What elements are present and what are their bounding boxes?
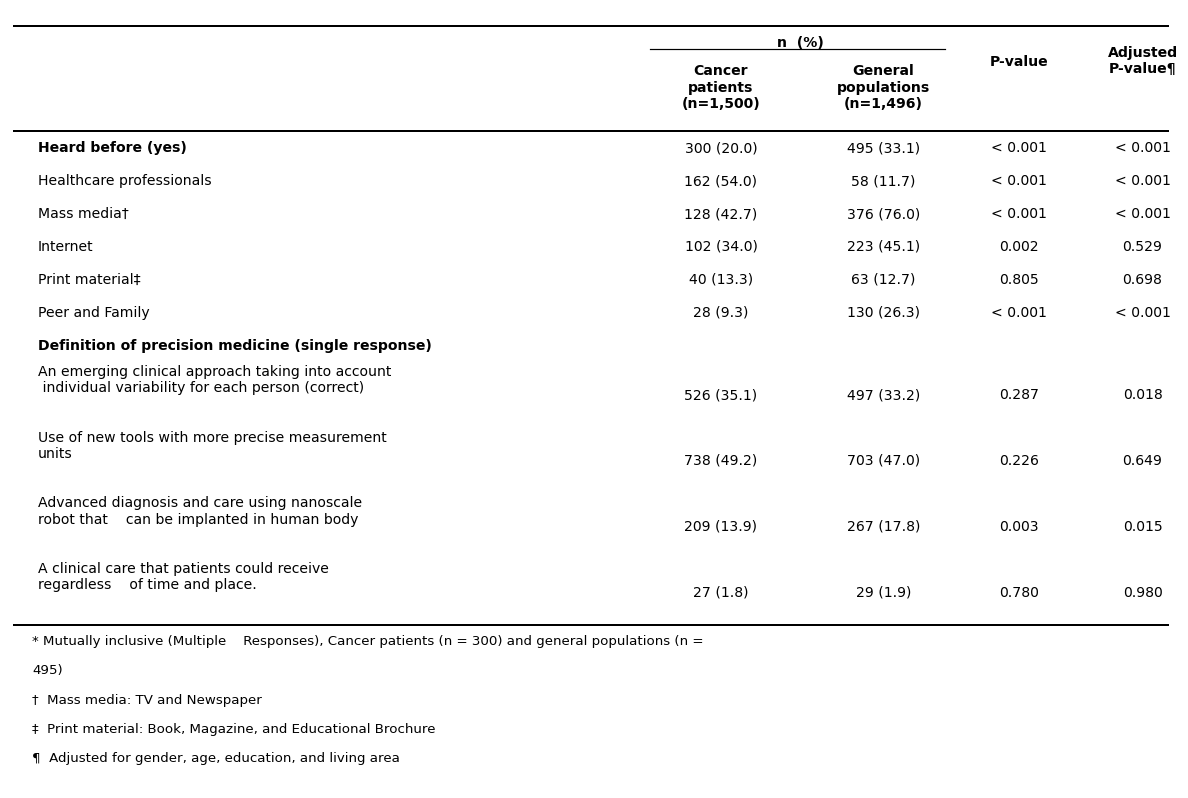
Text: 376 (76.0): 376 (76.0) <box>847 207 920 221</box>
Text: 40 (13.3): 40 (13.3) <box>689 273 753 286</box>
Text: * Mutually inclusive (Multiple    Responses), Cancer patients (n = 300) and gene: * Mutually inclusive (Multiple Responses… <box>32 634 703 647</box>
Text: 0.780: 0.780 <box>999 585 1038 599</box>
Text: Heard before (yes): Heard before (yes) <box>38 141 187 155</box>
Text: < 0.001: < 0.001 <box>1114 141 1170 155</box>
Text: < 0.001: < 0.001 <box>1114 207 1170 221</box>
Text: Healthcare professionals: Healthcare professionals <box>38 174 211 188</box>
Text: < 0.001: < 0.001 <box>991 141 1047 155</box>
Text: Mass media†: Mass media† <box>38 207 128 221</box>
Text: 495 (33.1): 495 (33.1) <box>847 141 920 155</box>
Text: 0.287: 0.287 <box>998 388 1038 401</box>
Text: Cancer
patients
(n=1,500): Cancer patients (n=1,500) <box>682 65 760 111</box>
Text: 0.698: 0.698 <box>1123 273 1162 286</box>
Text: < 0.001: < 0.001 <box>991 174 1047 188</box>
Text: 0.002: 0.002 <box>999 239 1038 254</box>
Text: Internet: Internet <box>38 239 94 254</box>
Text: 58 (11.7): 58 (11.7) <box>851 174 915 188</box>
Text: 209 (13.9): 209 (13.9) <box>684 519 757 533</box>
Text: 0.015: 0.015 <box>1123 519 1162 533</box>
Text: n  (%): n (%) <box>777 36 823 49</box>
Text: Print material‡: Print material‡ <box>38 273 140 286</box>
Text: Peer and Family: Peer and Family <box>38 306 150 319</box>
Text: Advanced diagnosis and care using nanoscale
robot that    can be implanted in hu: Advanced diagnosis and care using nanosc… <box>38 496 362 526</box>
Text: 162 (54.0): 162 (54.0) <box>684 174 757 188</box>
Text: < 0.001: < 0.001 <box>1114 306 1170 319</box>
Text: 0.018: 0.018 <box>1123 388 1162 401</box>
Text: 300 (20.0): 300 (20.0) <box>684 141 757 155</box>
Text: 27 (1.8): 27 (1.8) <box>693 585 748 599</box>
Text: 526 (35.1): 526 (35.1) <box>684 388 757 401</box>
Text: An emerging clinical approach taking into account
 individual variability for ea: An emerging clinical approach taking int… <box>38 365 391 395</box>
Text: 28 (9.3): 28 (9.3) <box>693 306 748 319</box>
Text: 0.649: 0.649 <box>1123 453 1162 468</box>
Text: 703 (47.0): 703 (47.0) <box>847 453 920 468</box>
Text: General
populations
(n=1,496): General populations (n=1,496) <box>836 65 930 111</box>
Text: 223 (45.1): 223 (45.1) <box>847 239 920 254</box>
Text: 0.003: 0.003 <box>999 519 1038 533</box>
Text: < 0.001: < 0.001 <box>1114 174 1170 188</box>
Text: P-value: P-value <box>990 55 1048 69</box>
Text: 738 (49.2): 738 (49.2) <box>684 453 757 468</box>
Text: ‡  Print material: Book, Magazine, and Educational Brochure: ‡ Print material: Book, Magazine, and Ed… <box>32 722 436 736</box>
Text: < 0.001: < 0.001 <box>991 306 1047 319</box>
Text: Adjusted
P-value¶: Adjusted P-value¶ <box>1107 45 1177 76</box>
Text: < 0.001: < 0.001 <box>991 207 1047 221</box>
Text: 497 (33.2): 497 (33.2) <box>847 388 920 401</box>
Text: 128 (42.7): 128 (42.7) <box>684 207 757 221</box>
Text: 267 (17.8): 267 (17.8) <box>847 519 920 533</box>
Text: 495): 495) <box>32 664 63 677</box>
Text: Use of new tools with more precise measurement
units: Use of new tools with more precise measu… <box>38 430 386 460</box>
Text: 0.529: 0.529 <box>1123 239 1162 254</box>
Text: Definition of precision medicine (single response): Definition of precision medicine (single… <box>38 338 431 353</box>
Text: 29 (1.9): 29 (1.9) <box>855 585 911 599</box>
Text: 0.805: 0.805 <box>999 273 1038 286</box>
Text: 102 (34.0): 102 (34.0) <box>684 239 757 254</box>
Text: 63 (12.7): 63 (12.7) <box>851 273 915 286</box>
Text: 0.226: 0.226 <box>999 453 1038 468</box>
Text: †  Mass media: TV and Newspaper: † Mass media: TV and Newspaper <box>32 693 261 706</box>
Text: ¶  Adjusted for gender, age, education, and living area: ¶ Adjusted for gender, age, education, a… <box>32 752 400 764</box>
Text: A clinical care that patients could receive
regardless    of time and place.: A clinical care that patients could rece… <box>38 562 329 592</box>
Text: 0.980: 0.980 <box>1123 585 1162 599</box>
Text: 130 (26.3): 130 (26.3) <box>847 306 920 319</box>
